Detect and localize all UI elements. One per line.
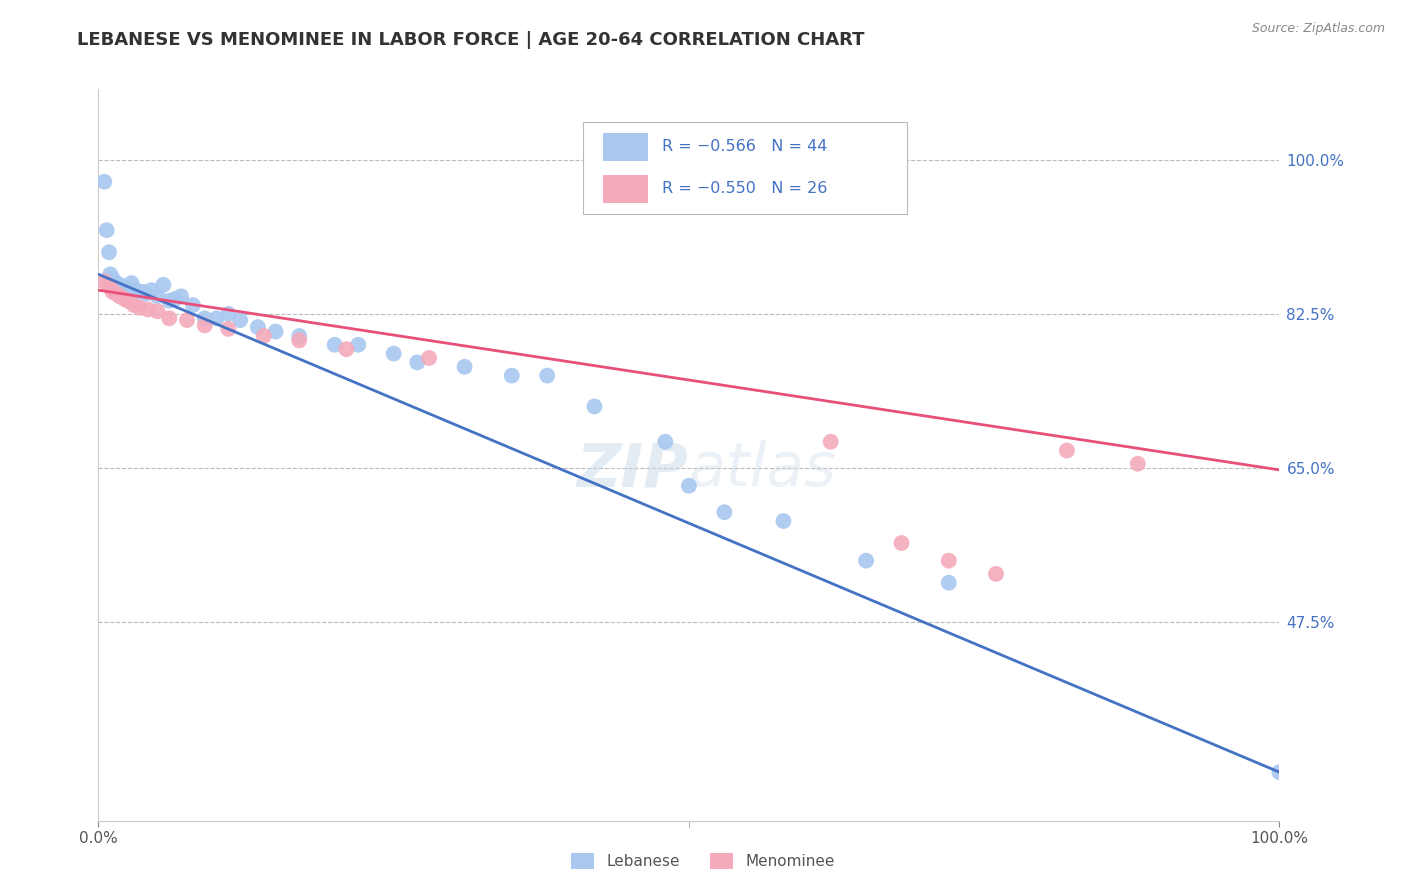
Point (264, 325, 287, 339)
Point (98, 280, 121, 294)
Point (117, 293, 139, 308)
Text: LEBANESE VS MENOMINEE IN LABOR FORCE | AGE 20-64 CORRELATION CHART: LEBANESE VS MENOMINEE IN LABOR FORCE | A… (77, 31, 865, 49)
Point (112, 292, 135, 306)
Point (170, 289, 193, 303)
Point (205, 311, 228, 326)
Point (146, 304, 169, 318)
Point (98, 245, 121, 260)
Point (678, 479, 700, 493)
Point (1126, 457, 1149, 471)
FancyBboxPatch shape (582, 122, 907, 213)
Point (772, 514, 794, 528)
Point (229, 313, 252, 327)
Text: R = −0.550   N = 26: R = −0.550 N = 26 (662, 181, 827, 196)
Point (418, 351, 440, 365)
Point (246, 320, 269, 334)
Point (141, 283, 163, 297)
Point (111, 280, 134, 294)
Point (181, 298, 204, 312)
Point (157, 293, 180, 308)
Point (194, 318, 217, 333)
Point (335, 342, 357, 356)
Point (136, 302, 159, 317)
Point (105, 276, 128, 290)
Bar (603, 133, 648, 161)
Point (132, 285, 155, 299)
Point (406, 355, 429, 369)
Point (101, 271, 124, 285)
Point (165, 292, 187, 306)
Point (105, 286, 128, 301)
Point (890, 536, 912, 550)
Point (583, 400, 606, 414)
Point (157, 311, 180, 326)
Point (217, 322, 239, 336)
Point (146, 289, 169, 303)
Point (97, 277, 120, 292)
Point (125, 283, 148, 297)
Legend: Lebanese, Menominee: Lebanese, Menominee (565, 847, 841, 875)
Point (93, 175, 115, 189)
Point (654, 434, 676, 449)
Point (253, 329, 276, 343)
Point (108, 289, 131, 303)
Text: ZIP: ZIP (576, 440, 689, 499)
Point (713, 505, 735, 519)
Point (96, 223, 118, 237)
Point (176, 313, 198, 327)
Point (855, 554, 877, 568)
Point (122, 286, 145, 301)
Point (1268, 765, 1291, 780)
Point (453, 359, 475, 374)
Point (984, 566, 1007, 581)
Point (938, 554, 960, 568)
Point (217, 307, 239, 321)
Text: atlas: atlas (689, 440, 837, 499)
Point (98, 267, 121, 281)
Point (820, 434, 842, 449)
Bar (603, 175, 648, 202)
Point (194, 311, 217, 326)
Point (938, 575, 960, 590)
Point (288, 329, 311, 343)
Point (323, 338, 346, 352)
Text: Source: ZipAtlas.com: Source: ZipAtlas.com (1251, 22, 1385, 36)
Point (112, 280, 135, 294)
Text: R = −0.566   N = 44: R = −0.566 N = 44 (662, 139, 827, 154)
Point (288, 334, 311, 348)
Point (101, 285, 124, 299)
Point (152, 277, 174, 292)
Point (1056, 443, 1078, 458)
Point (93, 274, 115, 288)
Point (122, 298, 145, 312)
Point (121, 276, 143, 290)
Point (382, 346, 405, 360)
Point (501, 368, 523, 383)
Point (117, 283, 139, 297)
Point (536, 368, 558, 383)
Point (108, 277, 131, 292)
Point (128, 301, 150, 315)
Point (135, 286, 157, 301)
Point (347, 338, 370, 352)
